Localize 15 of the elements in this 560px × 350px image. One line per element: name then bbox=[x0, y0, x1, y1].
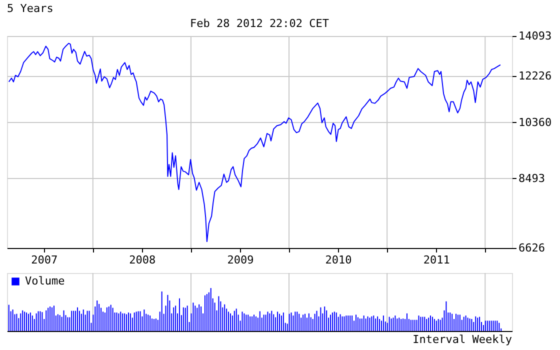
text: Feb 28 2012 22:02 CET bbox=[190, 17, 330, 30]
x-tick-label: 2009 bbox=[227, 254, 254, 266]
line-series bbox=[8, 42, 501, 242]
x-tick-label: 2010 bbox=[325, 254, 352, 266]
y-tick-label: 14093 bbox=[518, 30, 552, 42]
y-tick-label: 10360 bbox=[518, 116, 552, 129]
y-tick-label: 12226 bbox=[518, 69, 552, 82]
legend-label: Volume bbox=[25, 274, 65, 288]
y-tick-label: 8493 bbox=[518, 172, 545, 185]
x-tick-label: 2007 bbox=[31, 254, 58, 266]
x-tick-label: 2008 bbox=[129, 254, 156, 266]
chart-title: 5 Years bbox=[7, 2, 54, 15]
x-tick-label: 2011 bbox=[423, 254, 450, 266]
text: Interval Weekly bbox=[412, 333, 512, 346]
y-tick-label: 6626 bbox=[518, 242, 545, 254]
